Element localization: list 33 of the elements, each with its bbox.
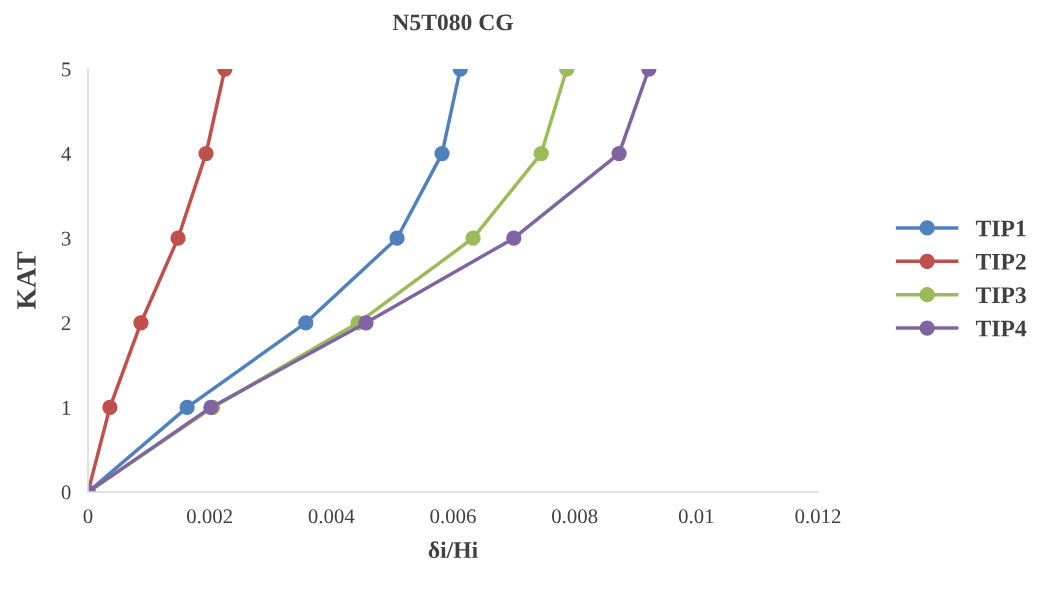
point: [465, 230, 481, 246]
legend-label: TIP1: [975, 220, 1026, 237]
x-tick-label: 0.012: [795, 509, 841, 524]
point: [358, 315, 374, 331]
point: [533, 145, 549, 162]
y-tick-label: 1: [62, 400, 71, 415]
x-axis-title: δi/Hi: [428, 541, 478, 559]
x-tick-label: 0.01: [678, 509, 714, 524]
point: [506, 230, 522, 246]
point: [389, 230, 405, 246]
y-tick-label: 5: [62, 62, 71, 77]
y-tick-label: 2: [61, 316, 71, 331]
legend-label: TIP4: [975, 320, 1027, 337]
point: [102, 399, 118, 416]
y-tick-label: 4: [61, 147, 72, 161]
point: [170, 230, 186, 246]
x-tick-label: 0: [83, 509, 93, 524]
y-tick-label: 3: [61, 231, 71, 246]
y-axis-title: KAT: [17, 251, 36, 310]
x-tick-label: 0.008: [552, 509, 598, 524]
point: [179, 399, 195, 416]
x-tick-label: 0.006: [430, 509, 476, 524]
point: [198, 145, 214, 162]
point: [611, 145, 627, 162]
point: [434, 145, 450, 162]
chart-title: N5T080 CG: [392, 14, 514, 31]
y-tick-label: 0: [61, 485, 71, 500]
legend-label: TIP3: [975, 287, 1026, 304]
x-tick-label: 0.002: [187, 509, 232, 524]
legend-label: TIP2: [975, 253, 1026, 270]
point: [133, 315, 149, 331]
x-tick-label: 0.004: [308, 509, 355, 524]
point: [298, 315, 314, 331]
